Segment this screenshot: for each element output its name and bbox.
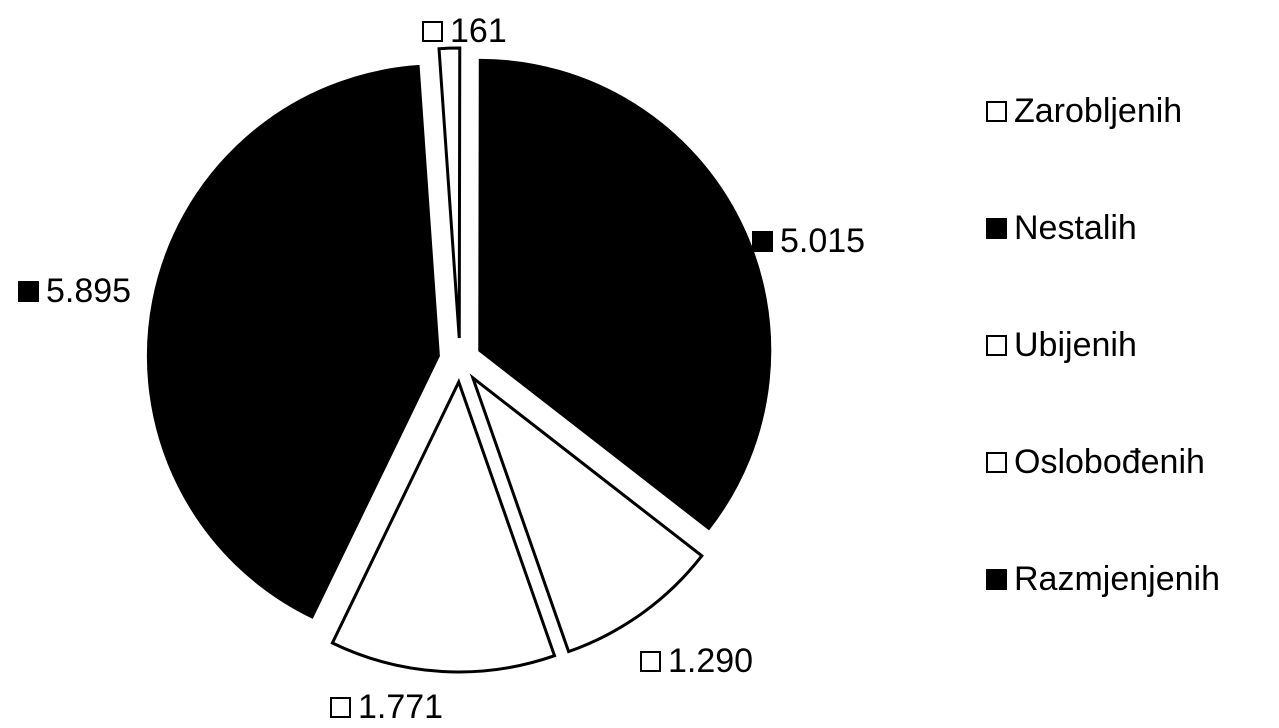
legend-item-oslobodjenih: Oslobođenih (986, 441, 1220, 483)
legend-swatch (986, 217, 1007, 239)
label-swatch (330, 697, 351, 718)
label-swatch (640, 651, 661, 672)
data-label-nestalih: 5.015 (752, 222, 865, 261)
legend-swatch (986, 451, 1007, 473)
pie-slice-ubijenih (469, 373, 704, 654)
pie-slice-zarobljenih (437, 46, 462, 339)
legend-item-zarobljenih: Zarobljenih (986, 90, 1220, 132)
pie-slice-razmjenjenih (146, 64, 440, 619)
legend-swatch (986, 100, 1007, 122)
data-label-razmjenjenih: 5.895 (18, 272, 131, 311)
legend-swatch (986, 334, 1007, 356)
label-swatch (752, 231, 773, 252)
legend-swatch (986, 568, 1007, 590)
label-swatch (18, 281, 39, 302)
pie-slice-oslobodjenih (330, 378, 557, 674)
legend-item-nestalih: Nestalih (986, 207, 1220, 249)
data-label-ubijenih: 1.290 (640, 642, 753, 681)
legend-item-razmjenjenih: Razmjenjenih (986, 558, 1220, 600)
legend: Zarobljenih Nestalih Ubijenih Oslobođeni… (986, 90, 1220, 600)
data-label-zarobljenih: 161 (422, 12, 507, 51)
legend-item-ubijenih: Ubijenih (986, 324, 1220, 366)
label-swatch (422, 21, 443, 42)
data-label-oslobodjenih: 1.771 (330, 688, 443, 727)
pie-slice-nestalih (478, 58, 772, 531)
